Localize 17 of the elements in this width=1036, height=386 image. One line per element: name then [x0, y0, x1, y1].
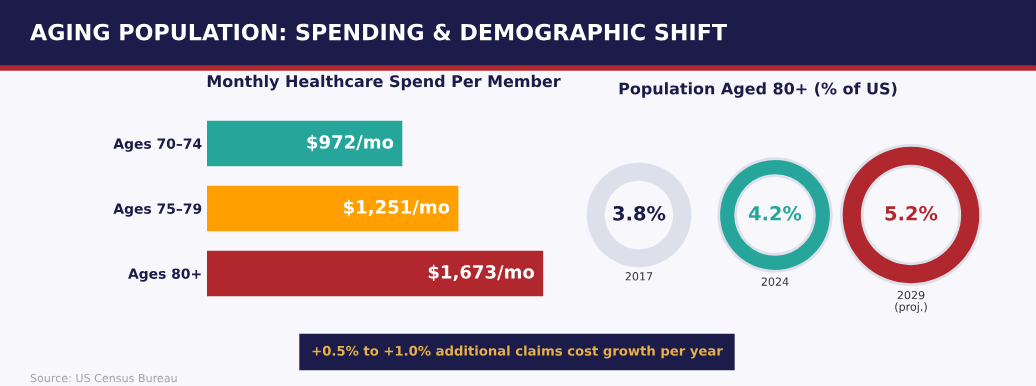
category-label: 2024 [761, 277, 789, 286]
data-label: 4.2% [748, 205, 802, 221]
y-tick-label: Ages 80+ [128, 268, 201, 282]
source-note: Source: US Census Bureau [30, 373, 177, 383]
data-label: 5.2% [885, 205, 938, 221]
data-label: $1,673/mo [428, 264, 535, 282]
chart-title: AGING POPULATION: SPENDING & DEMOGRAPHIC SHIFT [30, 23, 727, 41]
text: +0.5% to +1.0% additional claims cost growth per year [312, 345, 723, 359]
text: Population Aged 80+ (% of US) [619, 82, 897, 98]
data-label: $1,251/mo [343, 199, 450, 217]
category-label: 2017 [625, 272, 653, 281]
data-label: $972/mo [307, 134, 394, 152]
category-label: 2029 (proj.) [895, 290, 927, 314]
y-tick-label: Ages 70–74 [113, 138, 202, 152]
chart-subtitle: Monthly Healthcare Spend Per Member [207, 74, 561, 91]
data-label: 3.8% [613, 205, 666, 221]
y-tick-label: Ages 75–79 [113, 203, 202, 217]
